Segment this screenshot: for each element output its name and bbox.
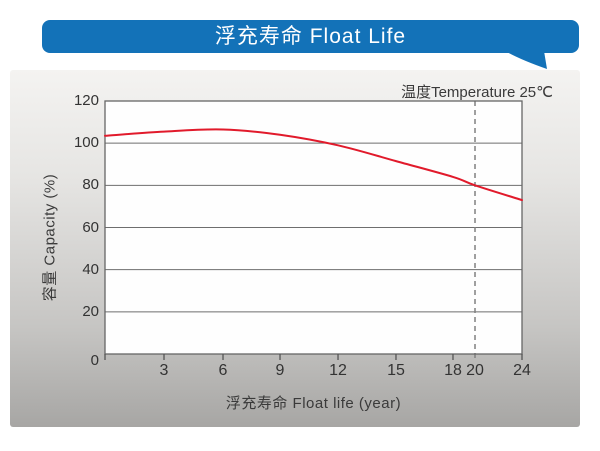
- capacity-curve: [104, 128, 523, 202]
- x-tick-label-6: 6: [218, 362, 228, 379]
- x-axis-ticks: [104, 354, 523, 360]
- temperature-annotation: 温度Temperature 25℃: [401, 84, 553, 101]
- title-banner: 浮充寿命 Float Life: [42, 20, 579, 53]
- x-axis-title: 浮充寿命 Float life (year): [225, 395, 402, 412]
- y-tick-label-20: 20: [82, 302, 99, 320]
- plot-border: [104, 100, 523, 355]
- y-tick-label-0: 0: [90, 352, 99, 369]
- x-tick-label-3: 3: [159, 362, 169, 379]
- page-title: 浮充寿命 Float Life: [214, 25, 407, 48]
- x-tick-label-15: 15: [387, 362, 405, 379]
- y-tick-label-120: 120: [73, 92, 99, 109]
- x-tick-label-20: 20: [466, 362, 484, 379]
- y-tick-label-80: 80: [82, 176, 99, 194]
- x-tick-label-12: 12: [329, 362, 347, 379]
- y-tick-label-40: 40: [82, 260, 99, 278]
- gridlines: [105, 142, 522, 313]
- x-tick-label-9: 9: [275, 362, 285, 379]
- banner-tail-shape: [505, 51, 547, 69]
- x-tick-label-18: 18: [444, 362, 462, 379]
- plot-frame: [104, 100, 523, 355]
- y-tick-label-100: 100: [73, 134, 99, 152]
- x-tick-label-24: 24: [513, 362, 531, 379]
- y-axis-title: 容量 Capacity (%): [41, 173, 59, 302]
- y-tick-label-60: 60: [82, 218, 99, 236]
- capacity-curve-path: [104, 128, 523, 202]
